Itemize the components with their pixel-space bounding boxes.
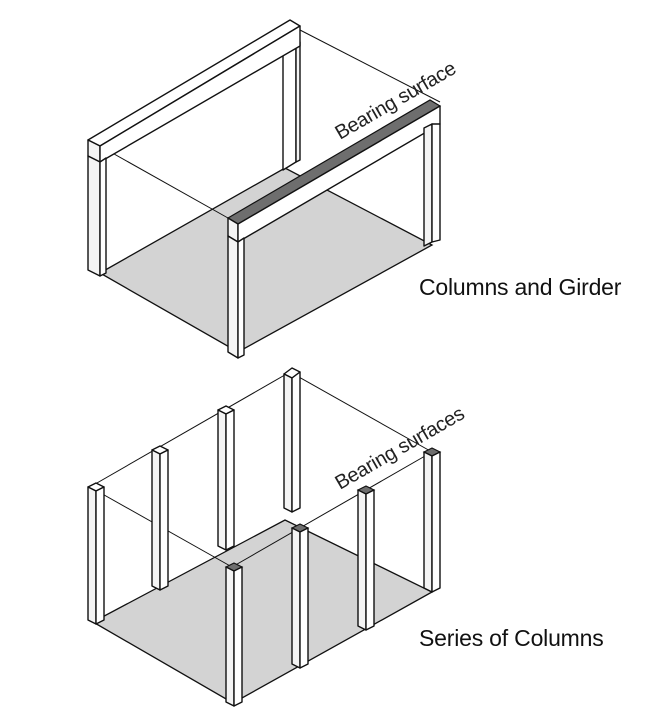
outline-line [299,29,441,103]
outline-line [231,451,433,568]
rear-column [282,39,301,171]
floor-slab-bottom [91,519,434,704]
front-left-corner-column [87,482,105,625]
left-girder [87,19,301,163]
outline-line [106,149,229,219]
bearing-surfaces-label: Bearing surfaces [332,402,469,494]
rear-right-column [422,447,442,593]
back-column-2 [217,405,235,551]
back-column-1 [151,445,169,591]
outline-line [89,371,291,488]
series-of-columns-caption: Series of Columns [419,625,604,651]
front-corner-column [227,235,245,359]
front-corner-column-bottom [224,562,244,707]
outline-line [289,371,433,453]
columns-and-girder-diagram: Bearing surface Columns and Girder [87,19,622,359]
front-left-column [87,155,107,277]
series-of-columns-diagram: Bearing surfaces Series of Columns [87,367,604,707]
right-column [423,123,441,247]
mid-right-column [356,485,376,631]
columns-and-girder-caption: Columns and Girder [419,274,622,300]
rear-corner-column [283,367,301,513]
center-front-column [290,523,310,669]
floor-slab-top [98,167,434,353]
